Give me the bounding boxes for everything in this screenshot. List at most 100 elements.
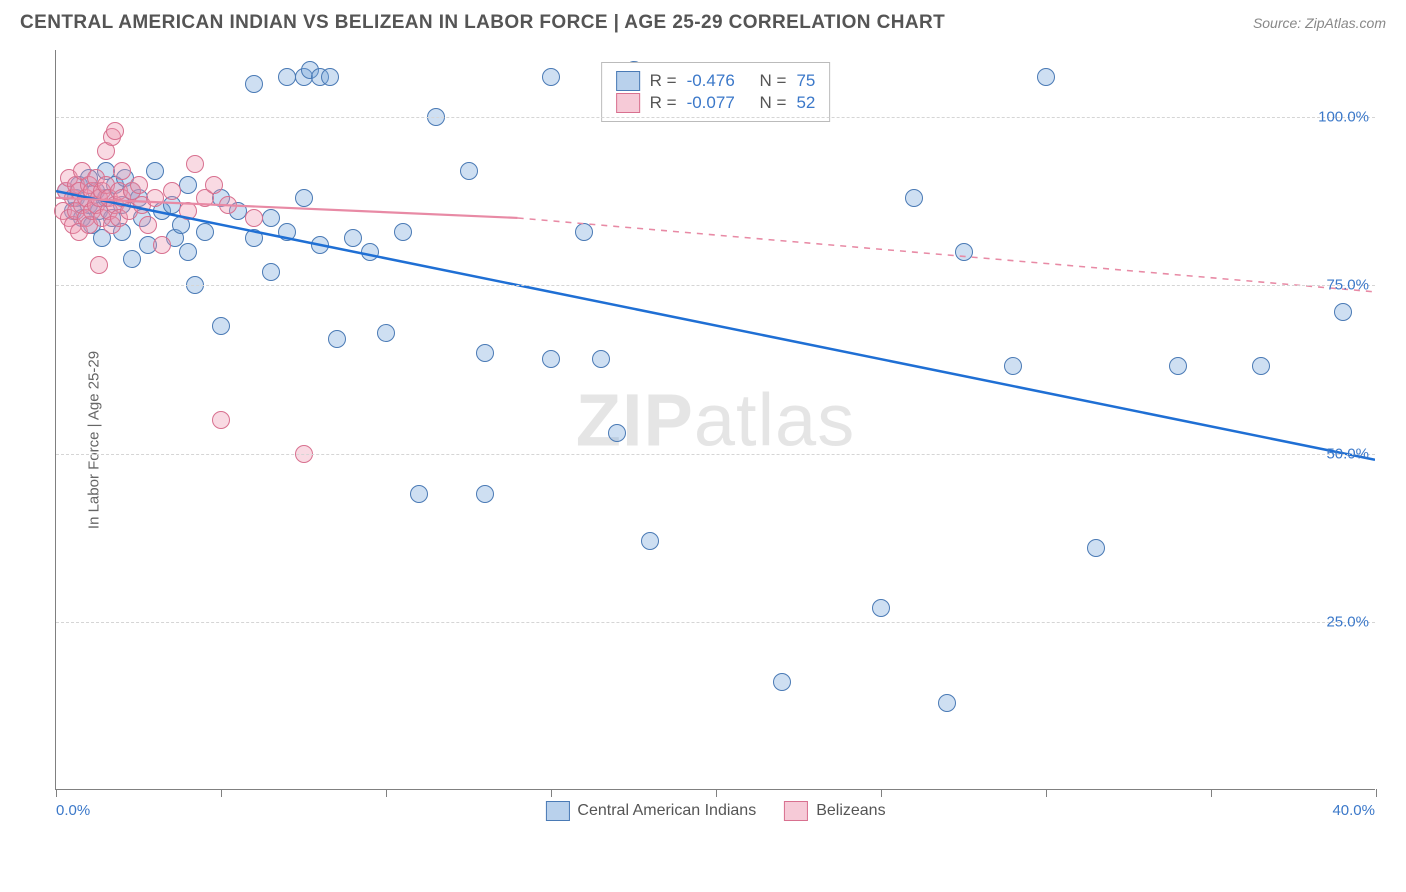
data-point-a [295,189,313,207]
data-point-a [328,330,346,348]
data-point-a [245,229,263,247]
r-value-b: -0.077 [687,93,735,113]
stats-row-b: R = -0.077 N = 52 [616,93,816,113]
data-point-b [163,182,181,200]
data-point-a [1037,68,1055,86]
data-point-a [278,223,296,241]
data-point-b [130,176,148,194]
data-point-b [186,155,204,173]
data-point-a [278,68,296,86]
data-point-a [394,223,412,241]
n-label-a: N = [760,71,787,91]
x-tick [1211,789,1212,797]
watermark: ZIPatlas [576,377,855,462]
legend-label-a: Central American Indians [577,802,756,820]
x-tick [551,789,552,797]
source-name: ZipAtlas.com [1305,15,1386,31]
data-point-b [113,162,131,180]
data-point-a [245,75,263,93]
legend-swatch-b-icon [784,801,808,821]
legend-swatch-a-icon [545,801,569,821]
data-point-b [106,122,124,140]
gridline [56,622,1375,623]
watermark-part2: atlas [694,378,855,461]
data-point-a [123,250,141,268]
x-tick [716,789,717,797]
gridline [56,285,1375,286]
stats-row-a: R = -0.476 N = 75 [616,71,816,91]
chart-title: CENTRAL AMERICAN INDIAN VS BELIZEAN IN L… [20,12,945,34]
x-tick [221,789,222,797]
data-point-b [90,256,108,274]
data-point-a [344,229,362,247]
source-label: Source: [1253,15,1301,31]
legend-item-b: Belizeans [784,801,885,821]
x-tick [881,789,882,797]
y-tick-label: 75.0% [1326,277,1369,294]
data-point-a [262,209,280,227]
r-value-a: -0.476 [687,71,735,91]
data-point-b [139,216,157,234]
r-label-b: R = [650,93,677,113]
data-point-a [1169,357,1187,375]
data-point-a [773,673,791,691]
n-value-b: 52 [796,93,815,113]
header: CENTRAL AMERICAN INDIAN VS BELIZEAN IN L… [0,0,1406,40]
x-axis-max-label: 40.0% [1332,802,1375,819]
data-point-a [542,68,560,86]
data-point-a [641,532,659,550]
n-label-b: N = [760,93,787,113]
data-point-a [377,324,395,342]
gridline [56,117,1375,118]
data-point-a [938,694,956,712]
data-point-a [575,223,593,241]
data-point-a [1087,539,1105,557]
data-point-a [146,162,164,180]
r-label-a: R = [650,71,677,91]
data-point-a [955,243,973,261]
data-point-a [410,485,428,503]
y-tick-label: 25.0% [1326,613,1369,630]
data-point-a [905,189,923,207]
data-point-b [146,189,164,207]
data-point-a [361,243,379,261]
x-tick [1046,789,1047,797]
chart-area: In Labor Force | Age 25-29 ZIPatlas R = … [45,40,1386,840]
legend-item-a: Central American Indians [545,801,756,821]
n-value-a: 75 [796,71,815,91]
data-point-a [262,263,280,281]
data-point-a [592,350,610,368]
x-tick [386,789,387,797]
swatch-b-icon [616,93,640,113]
swatch-a-icon [616,71,640,91]
data-point-a [1004,357,1022,375]
data-point-a [179,243,197,261]
data-point-b [245,209,263,227]
data-point-b [212,411,230,429]
data-point-a [872,599,890,617]
trend-lines-layer [56,50,1375,789]
gridline [56,454,1375,455]
data-point-a [476,344,494,362]
data-point-b [219,196,237,214]
data-point-a [311,236,329,254]
data-point-a [1334,303,1352,321]
data-point-a [1252,357,1270,375]
data-point-b [153,236,171,254]
data-point-a [212,317,230,335]
data-point-a [476,485,494,503]
source-attribution: Source: ZipAtlas.com [1253,15,1386,31]
watermark-part1: ZIP [576,378,694,461]
trend-line-dashed-b [518,218,1375,292]
y-tick-label: 50.0% [1326,445,1369,462]
data-point-a [321,68,339,86]
correlation-stats-box: R = -0.476 N = 75 R = -0.077 N = 52 [601,62,831,122]
data-point-a [608,424,626,442]
data-point-b [179,202,197,220]
data-point-a [196,223,214,241]
x-tick [1376,789,1377,797]
data-point-a [542,350,560,368]
x-tick [56,789,57,797]
series-legend: Central American Indians Belizeans [545,801,885,821]
data-point-a [460,162,478,180]
